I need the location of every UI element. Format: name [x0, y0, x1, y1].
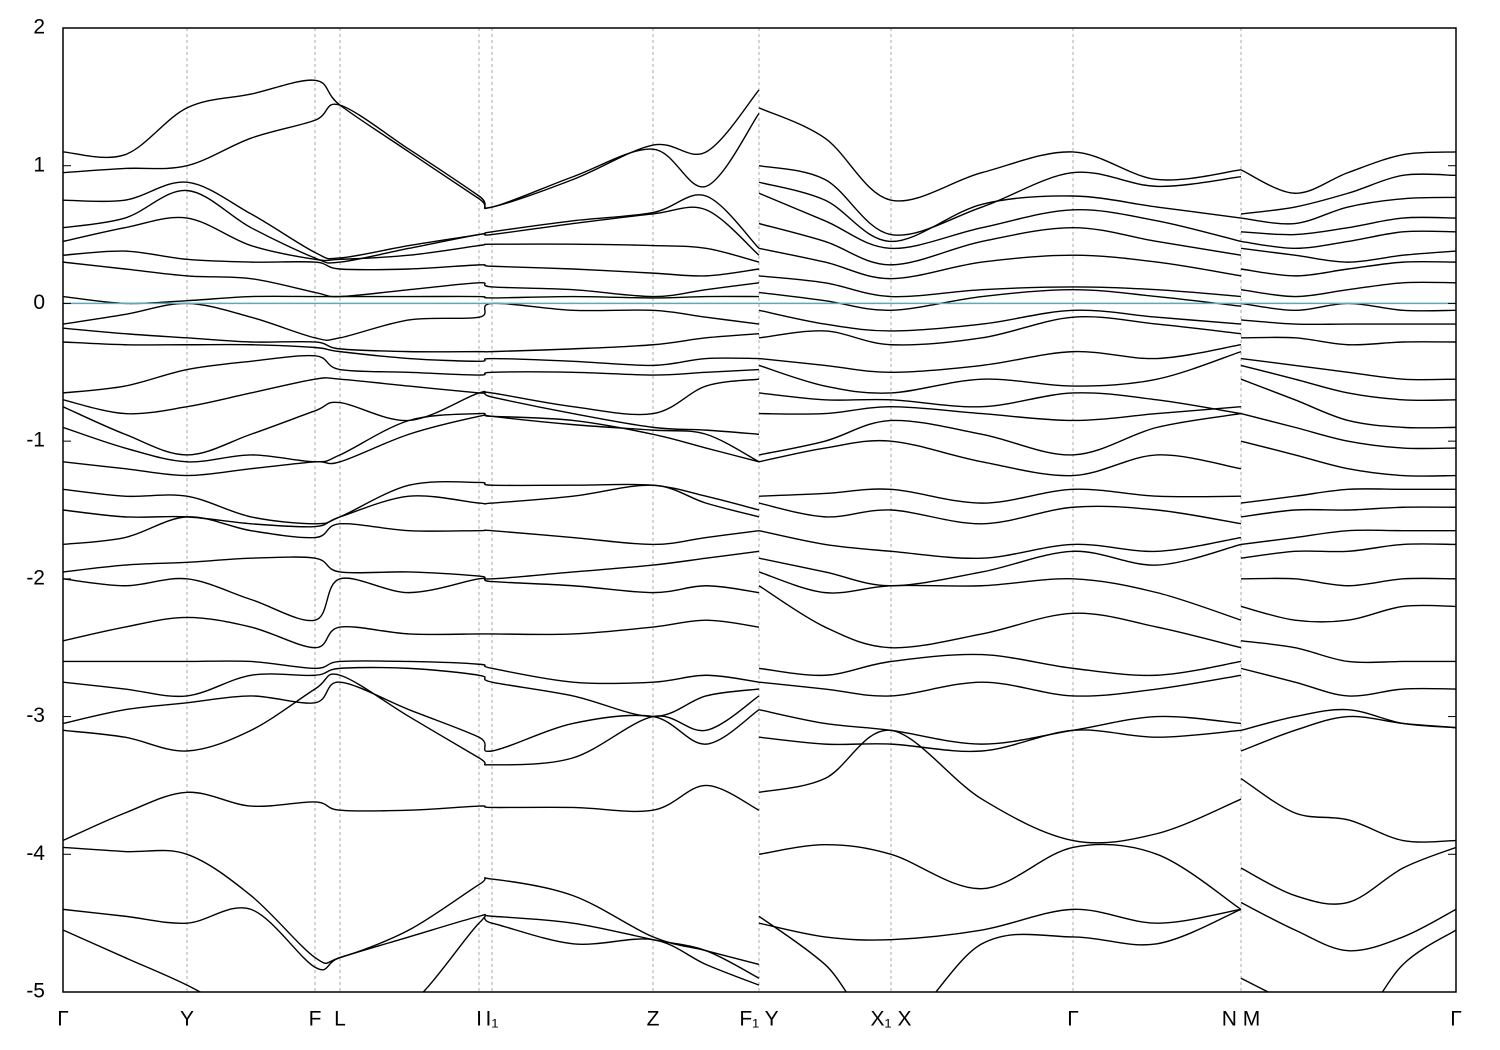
y-tick-label: 1 [33, 153, 45, 176]
band-line [63, 414, 1456, 477]
band-line [63, 103, 1456, 236]
band-line [63, 364, 1456, 416]
y-tick-label: -4 [26, 842, 45, 865]
y-tick-label: -1 [26, 429, 45, 452]
band-line [63, 316, 1456, 353]
band-line [63, 543, 1456, 587]
y-tick-label: 0 [33, 291, 45, 314]
band-line [63, 908, 1456, 992]
band-line [63, 516, 1456, 560]
x-tick-label: Y [180, 1008, 194, 1031]
band-line [63, 189, 1456, 264]
y-tick-label: -3 [26, 704, 45, 727]
band-line [63, 216, 1456, 266]
band-line [63, 350, 1456, 394]
x-tick-label: Z [647, 1008, 660, 1031]
band-line [63, 336, 1456, 373]
x-tick-label: I₁ [486, 1008, 499, 1031]
x-tick-label: L [334, 1008, 346, 1031]
band-line [63, 640, 1456, 685]
x-tick-label: X₁ X [871, 1008, 912, 1031]
y-tick-label: -2 [26, 566, 45, 589]
y-tick-label: -5 [26, 980, 45, 1003]
band-line [63, 843, 1456, 966]
band-line [63, 181, 1456, 260]
plot-frame [62, 27, 1457, 993]
band-line [63, 681, 1456, 753]
band-line [63, 729, 1456, 844]
x-tick-label: I [476, 1008, 482, 1031]
band-line [63, 585, 1456, 649]
band-line [63, 79, 1456, 210]
x-tick-label: F₁ Y [739, 1008, 778, 1031]
band-line [63, 281, 1456, 312]
band-line [63, 260, 1456, 298]
x-tick-label: F [309, 1008, 322, 1031]
band-line [63, 673, 1456, 766]
bands [63, 79, 1456, 992]
band-line [63, 412, 1456, 463]
x-tick-label: Γ [57, 1008, 69, 1031]
x-tick-label: Γ [1067, 1008, 1079, 1031]
band-line [63, 571, 1456, 622]
y-tick-label: 2 [33, 16, 45, 39]
x-tick-label: Γ [1450, 1008, 1462, 1031]
band-line [63, 247, 1456, 280]
x-tick-label: N M [1222, 1008, 1261, 1031]
